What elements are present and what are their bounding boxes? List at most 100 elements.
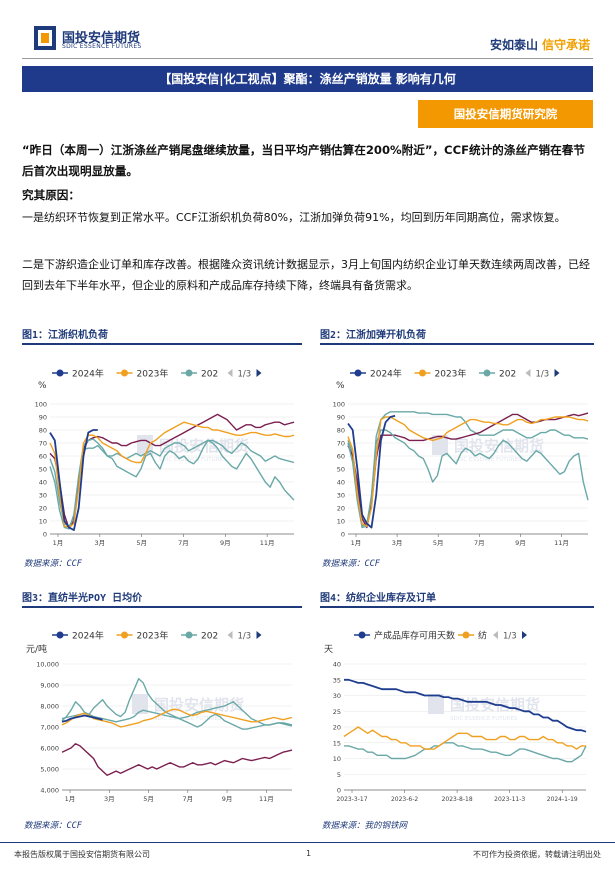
footer-divider	[0, 842, 615, 843]
series-line	[343, 726, 586, 750]
figure-3-source: 数据来源：CCF	[24, 821, 82, 831]
y-tick-label: 10	[333, 755, 341, 763]
x-tick-label: 5月	[136, 539, 147, 547]
y-tick-label: 80	[337, 427, 345, 435]
legend-prev-arrow-icon	[227, 369, 233, 377]
y-tick-label: 80	[39, 427, 47, 435]
series-line	[49, 413, 295, 530]
legend-label: 产成品库存可用天数	[374, 630, 455, 642]
y-tick-label: 60	[39, 453, 47, 461]
figure-4-title: 图4：纺织企业库存及订单	[320, 593, 437, 604]
y-tick-label: 30	[333, 692, 341, 700]
y-tick-label: 30	[337, 492, 345, 500]
reasons-heading: 究其原因：	[22, 188, 80, 202]
legend-prev-arrow-icon	[525, 369, 531, 377]
axis-unit-label: %	[38, 381, 47, 391]
y-tick-label: 15	[333, 739, 341, 747]
y-tick-label: 60	[337, 453, 345, 461]
watermark-logo-icon	[137, 435, 153, 455]
legend-label: 2023年	[435, 368, 467, 380]
legend-prev-arrow-icon	[227, 631, 233, 639]
y-tick-label: 6,000	[40, 745, 59, 753]
legend-marker	[121, 369, 128, 377]
watermark-subtext: SDIC ESSENCE FUTURES	[154, 716, 222, 722]
y-tick-label: 5,000	[40, 766, 59, 774]
y-tick-label: 20	[333, 724, 341, 732]
legend-next-arrow-icon	[256, 369, 262, 377]
paragraph-reason-2: 二是下游织造企业订单和库存改善。根据隆众资讯统计数据显示，3月上旬国内纺织企业订…	[22, 258, 590, 292]
x-tick-label: 1月	[53, 539, 64, 547]
x-tick-label: 7月	[178, 539, 189, 547]
figure-1-rule	[22, 343, 302, 345]
x-tick-label: 9月	[220, 539, 231, 547]
legend-marker	[419, 369, 426, 377]
legend-marker	[56, 631, 64, 639]
series-line	[49, 429, 98, 532]
page-header: 国投安信期货 SDIC ESSENCE FUTURES 安如泰山 信守承诺	[0, 0, 615, 62]
y-tick-label: 90	[39, 414, 47, 422]
footer-page-number: 1	[306, 849, 312, 858]
figure-1-source: 数据来源：CCF	[24, 559, 82, 569]
legend-prev-arrow-icon	[493, 631, 498, 639]
figure-4-rule	[320, 606, 594, 608]
axis-unit-label: 元/吨	[26, 643, 47, 655]
legend-next-arrow-icon	[256, 631, 262, 639]
x-tick-label: 7月	[182, 795, 193, 803]
legend-label: 202	[201, 632, 218, 642]
x-tick-label: 7月	[474, 539, 485, 547]
figure-3-rule	[22, 606, 302, 608]
y-tick-label: 25	[333, 708, 341, 716]
series-line	[347, 429, 589, 529]
y-tick-label: 0	[341, 531, 345, 539]
legend-marker	[56, 369, 64, 377]
series-line	[49, 421, 295, 529]
y-tick-label: 20	[337, 505, 345, 513]
slogan-part-a: 安如泰山	[489, 38, 538, 52]
y-tick-label: 40	[337, 479, 345, 487]
x-tick-label: 3月	[392, 539, 403, 547]
y-tick-label: 7,000	[40, 724, 59, 732]
y-tick-label: 20	[39, 505, 47, 513]
legend-marker	[462, 631, 470, 639]
legend-marker	[185, 631, 193, 639]
y-tick-label: 10,000	[36, 661, 59, 669]
x-tick-label: 1月	[351, 539, 362, 547]
company-name-en: SDIC ESSENCE FUTURES	[62, 43, 142, 50]
y-tick-label: 10	[337, 518, 345, 526]
watermark-logo-icon	[132, 694, 148, 714]
legend-next-arrow-icon	[522, 631, 527, 639]
legend-label: 2024年	[72, 368, 104, 380]
legend-label: 2023年	[137, 368, 169, 380]
series-line	[61, 708, 293, 728]
watermark-subtext: SDIC ESSENCE FUTURES	[454, 457, 522, 463]
legend-pager: 1/3	[536, 370, 550, 380]
axis-unit-label: 天	[324, 645, 333, 655]
series-line	[61, 714, 103, 723]
legend-label: 2023年	[137, 630, 169, 642]
footer-disclaimer: 不可作为投资依据，转载请注明出处	[473, 850, 601, 859]
y-tick-label: 40	[333, 661, 341, 669]
company-name-cn: 国投安信期货	[62, 31, 141, 46]
y-tick-label: 70	[39, 440, 47, 448]
x-tick-label: 5月	[433, 539, 444, 547]
y-tick-label: 50	[337, 466, 345, 474]
x-tick-label: 2023-8-18	[442, 796, 473, 803]
y-tick-label: 35	[333, 676, 341, 684]
legend-pager: 1/3	[238, 370, 252, 380]
legend-label: 202	[201, 370, 218, 380]
figure-1-title: 图1：江浙织机负荷	[22, 330, 109, 341]
series-line	[347, 414, 396, 529]
figure-4-source: 数据来源：我的钢铁网	[322, 821, 408, 831]
legend-next-arrow-icon	[554, 369, 560, 377]
y-tick-label: 70	[337, 440, 345, 448]
x-tick-label: 2023-6-2	[391, 796, 418, 803]
legend-pager: 1/3	[503, 632, 517, 642]
y-tick-label: 0	[43, 531, 47, 539]
